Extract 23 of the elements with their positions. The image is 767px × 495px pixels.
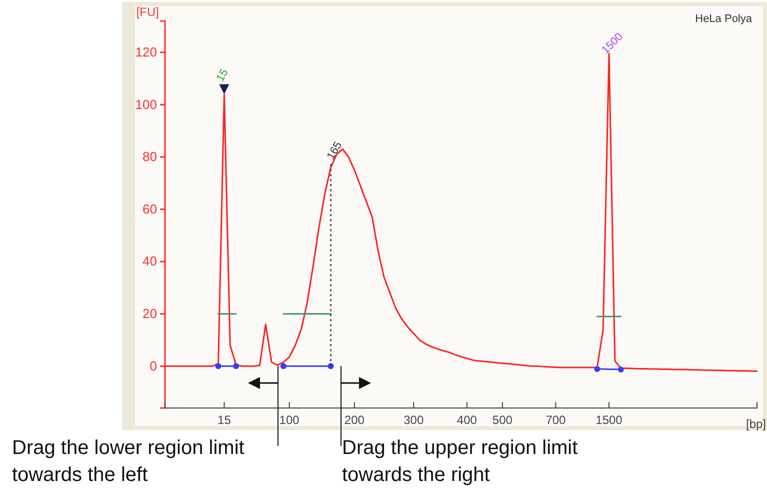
x-tick-label: 300	[404, 413, 424, 428]
x-tick-label: 100	[279, 413, 300, 428]
x-tick-label: 200	[344, 413, 365, 428]
y-axis-title: [FU]	[136, 5, 159, 19]
annotation: 15	[214, 67, 231, 84]
text: Drag the upper region limit towards the right	[342, 437, 578, 486]
x-tick-label: 15	[218, 413, 232, 428]
x-axis-title: [bp]	[746, 417, 766, 431]
x-tick-label: 700	[546, 413, 566, 428]
y-tick-label: 0	[150, 358, 157, 374]
y-tick-label: 100	[135, 96, 157, 112]
x-tick-label: 500	[492, 413, 513, 428]
text: Drag the lower region limit towards the left	[12, 437, 245, 486]
y-tick-label: 20	[142, 306, 157, 322]
y-tick-label: 80	[142, 149, 157, 164]
annotation: 165	[324, 140, 345, 162]
y-tick-label: 40	[142, 254, 157, 269]
chart-title: HeLa Polya	[695, 13, 753, 25]
line-series	[164, 52, 758, 372]
x-tick-label: 400	[456, 413, 478, 428]
x-tick-label: 1500	[596, 413, 623, 428]
y-tick-label: 120	[135, 44, 157, 60]
y-tick-label: 60	[142, 201, 157, 216]
